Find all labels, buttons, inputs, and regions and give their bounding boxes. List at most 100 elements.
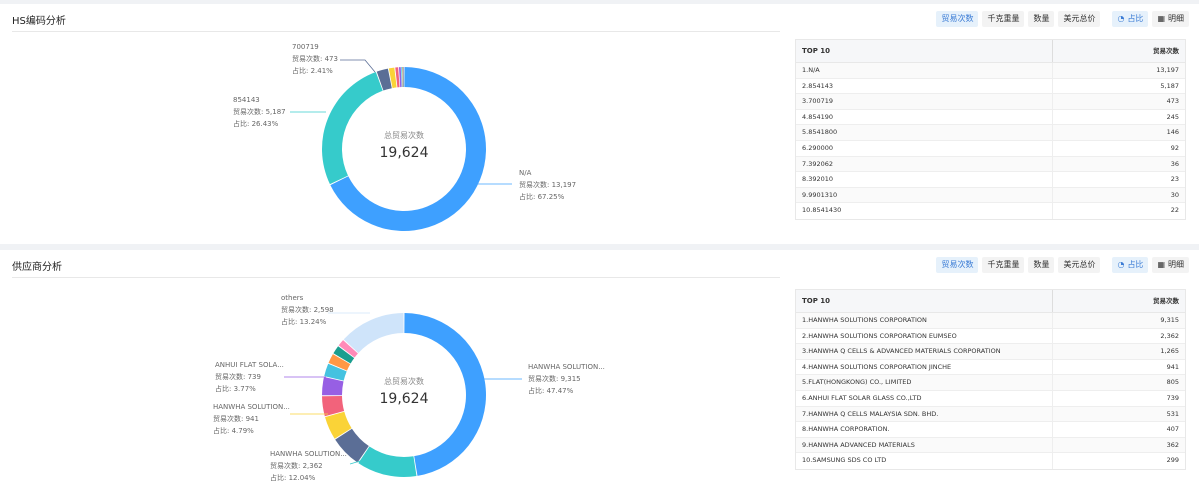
callout-line <box>340 59 376 73</box>
table-row[interactable]: 8.HANWHA CORPORATION. 407 <box>796 422 1185 438</box>
row-label: 2.HANWHA SOLUTIONS CORPORATION EUMSEO <box>796 328 1053 344</box>
table-row[interactable]: 4.HANWHA SOLUTIONS CORPORATION JINCHE 941 <box>796 359 1185 376</box>
table-row[interactable]: 3.HANWHA Q CELLS & ADVANCED MATERIALS CO… <box>796 344 1185 360</box>
table-row[interactable]: 10.8541430 22 <box>796 203 1185 219</box>
row-label: 8.392010 <box>796 172 1053 187</box>
row-value: 23 <box>1170 175 1179 184</box>
table-icon: ▦ <box>1157 260 1165 269</box>
table-row[interactable]: 9.HANWHA ADVANCED MATERIALS 362 <box>796 437 1185 454</box>
table-row[interactable]: 10.SAMSUNG SDS CO LTD 299 <box>796 453 1185 469</box>
donut-segment[interactable] <box>395 67 400 88</box>
header-trade-count[interactable]: 贸易次数 <box>1153 297 1179 305</box>
donut-segment[interactable] <box>402 67 403 88</box>
callout-pct: 占比: 26.43% <box>233 119 279 128</box>
row-value: 739 <box>1166 393 1179 402</box>
row-value: 362 <box>1166 440 1179 449</box>
row-value: 805 <box>1166 378 1179 387</box>
metric-quantity-button[interactable]: 数量 <box>1028 257 1055 273</box>
row-value: 299 <box>1166 456 1179 465</box>
supplier-donut-chart: 总贸易次数 19,624 others 贸易次数: 2,598 占比: 13.2… <box>213 294 605 482</box>
table-row[interactable]: 4.854190 245 <box>796 109 1185 126</box>
table-row[interactable]: 6.ANHUI FLAT SOLAR GLASS CO.,LTD 739 <box>796 390 1185 407</box>
donut-segment[interactable] <box>321 377 344 396</box>
callout-pct: 占比: 12.04% <box>270 473 316 482</box>
table-row[interactable]: 3.700719 473 <box>796 94 1185 110</box>
table-row[interactable]: 7.392062 36 <box>796 156 1185 173</box>
panel-title: HS编码分析 <box>12 16 66 27</box>
row-label: 10.SAMSUNG SDS CO LTD <box>796 453 1053 469</box>
donut-segment[interactable] <box>322 395 345 417</box>
metric-trade-count-button[interactable]: 贸易次数 <box>936 257 979 273</box>
row-value: 36 <box>1170 159 1179 168</box>
metric-trade-count-button[interactable]: 贸易次数 <box>936 11 979 27</box>
view-detail-button[interactable]: ▦ 明细 <box>1152 11 1189 27</box>
donut-segment[interactable] <box>402 67 404 88</box>
row-label: 7.HANWHA Q CELLS MALAYSIA SDN. BHD. <box>796 406 1053 422</box>
callout-count: 贸易次数: 2,362 <box>270 461 323 470</box>
metric-weight-button[interactable]: 千克重量 <box>982 11 1025 27</box>
table-row[interactable]: 8.392010 23 <box>796 172 1185 188</box>
table-row[interactable]: 5.FLAT(HONGKONG) CO., LIMITED 805 <box>796 375 1185 391</box>
table-header: TOP 10 贸易次数 <box>796 40 1185 63</box>
callout-count: 贸易次数: 739 <box>215 372 261 381</box>
metric-toolbar: 贸易次数 千克重量 数量 美元总价 ◔ 占比 ▦ 明细 <box>936 11 1189 29</box>
table-row[interactable]: 1.HANWHA SOLUTIONS CORPORATION 9,315 <box>796 313 1185 329</box>
donut-segment[interactable] <box>328 354 351 371</box>
donut-segment[interactable] <box>388 67 397 89</box>
donut-segment[interactable] <box>324 363 347 381</box>
row-value: 22 <box>1170 206 1179 215</box>
donut-segment[interactable] <box>338 340 358 358</box>
supplier-panel: 供应商分析 贸易次数 千克重量 数量 美元总价 ◔ 占比 ▦ 明细 总贸易次数 19… <box>0 250 1199 487</box>
row-label: 7.392062 <box>796 156 1053 172</box>
callout-name: N/A <box>519 169 532 177</box>
donut-segment[interactable] <box>333 346 355 364</box>
metric-weight-button[interactable]: 千克重量 <box>982 257 1025 273</box>
row-label: 2.854143 <box>796 78 1053 94</box>
donut-segment[interactable] <box>335 428 369 463</box>
row-value: 473 <box>1166 97 1179 106</box>
callout-name: others <box>281 294 304 302</box>
row-label: 4.HANWHA SOLUTIONS CORPORATION JINCHE <box>796 359 1053 375</box>
donut-segment[interactable] <box>358 446 417 477</box>
row-label: 10.8541430 <box>796 203 1053 219</box>
pie-icon: ◔ <box>1117 14 1125 23</box>
row-value: 245 <box>1166 112 1179 121</box>
top10-table: TOP 10 贸易次数 1.N/A 13,197 2.854143 5,187 3.70… <box>795 39 1186 220</box>
table-row[interactable]: 5.8541800 146 <box>796 125 1185 141</box>
table-row[interactable]: 2.HANWHA SOLUTIONS CORPORATION EUMSEO 2,3… <box>796 328 1185 345</box>
donut-segment[interactable] <box>322 71 383 185</box>
row-value: 2,362 <box>1160 331 1179 340</box>
metric-usd-button[interactable]: 美元总价 <box>1058 11 1101 27</box>
donut-segment[interactable] <box>398 67 402 88</box>
header-trade-count[interactable]: 贸易次数 <box>1153 47 1179 55</box>
callout-name: HANWHA SOLUTION... <box>270 450 347 458</box>
row-value: 407 <box>1166 425 1179 434</box>
table-row[interactable]: 6.290000 92 <box>796 140 1185 157</box>
panel-title: 供应商分析 <box>12 262 62 273</box>
row-label: 6.ANHUI FLAT SOLAR GLASS CO.,LTD <box>796 390 1053 406</box>
title-divider <box>12 31 780 32</box>
donut-segment[interactable] <box>325 411 352 439</box>
callout-count: 贸易次数: 5,187 <box>233 107 286 116</box>
view-pie-button[interactable]: ◔ 占比 <box>1112 11 1149 27</box>
donut-segment[interactable] <box>343 313 404 353</box>
center-label: 总贸易次数 <box>384 130 424 140</box>
donut-segment[interactable] <box>401 67 403 88</box>
table-row[interactable]: 7.HANWHA Q CELLS MALAYSIA SDN. BHD. 531 <box>796 406 1185 423</box>
table-row[interactable]: 1.N/A 13,197 <box>796 63 1185 79</box>
row-label: 1.N/A <box>796 63 1053 78</box>
donut-segment[interactable] <box>404 313 486 476</box>
callout-name: ANHUI FLAT SOLA... <box>215 361 284 369</box>
metric-usd-button[interactable]: 美元总价 <box>1058 257 1101 273</box>
metric-quantity-button[interactable]: 数量 <box>1028 11 1055 27</box>
supplier-donut-segments[interactable] <box>321 313 486 477</box>
metric-toolbar: 贸易次数 千克重量 数量 美元总价 ◔ 占比 ▦ 明细 <box>936 257 1189 275</box>
view-pie-button[interactable]: ◔ 占比 <box>1112 257 1149 273</box>
donut-segment[interactable] <box>376 68 392 91</box>
pie-icon: ◔ <box>1117 260 1125 269</box>
hs-donut-segments[interactable] <box>322 67 486 231</box>
table-row[interactable]: 2.854143 5,187 <box>796 78 1185 95</box>
callout-pct: 占比: 47.47% <box>528 386 574 395</box>
view-detail-button[interactable]: ▦ 明细 <box>1152 257 1189 273</box>
table-row[interactable]: 9.9901310 30 <box>796 187 1185 204</box>
